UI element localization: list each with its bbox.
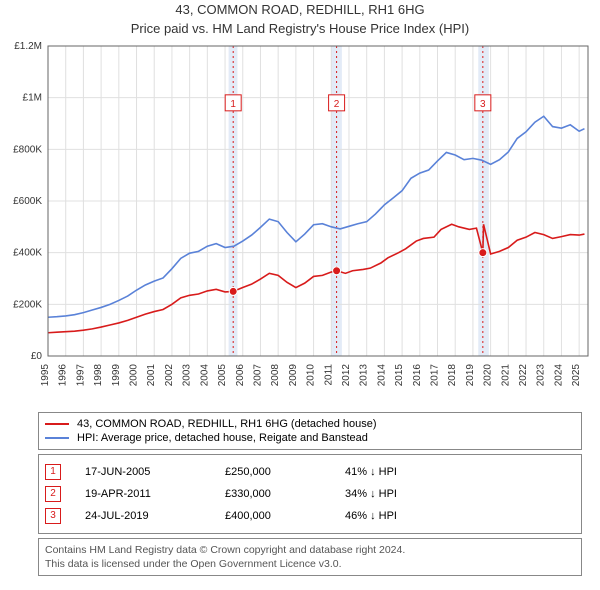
- event-note: 34% ↓ HPI: [345, 488, 575, 500]
- title-line-2: Price paid vs. HM Land Registry's House …: [0, 19, 600, 38]
- svg-text:2015: 2015: [394, 364, 405, 387]
- event-price: £400,000: [225, 510, 345, 522]
- svg-text:£1.2M: £1.2M: [14, 41, 42, 52]
- event-date: 17-JUN-2005: [85, 466, 225, 478]
- event-badge: 2: [45, 486, 61, 502]
- svg-text:2005: 2005: [217, 364, 228, 387]
- svg-text:£800K: £800K: [13, 144, 42, 155]
- svg-text:2001: 2001: [146, 364, 157, 387]
- svg-text:1997: 1997: [75, 364, 86, 387]
- svg-text:1995: 1995: [40, 364, 51, 387]
- line-chart: £0 £200K £400K £600K £800K £1M £1.2M 1995 1996 19…: [0, 38, 600, 408]
- legend-swatch-blue: [45, 437, 69, 439]
- svg-text:2025: 2025: [571, 364, 582, 387]
- svg-text:1: 1: [230, 99, 236, 110]
- svg-text:2016: 2016: [412, 364, 423, 387]
- svg-text:1996: 1996: [58, 364, 69, 387]
- svg-text:2006: 2006: [235, 364, 246, 387]
- legend-row-red: 43, COMMON ROAD, REDHILL, RH1 6HG (detac…: [45, 417, 575, 431]
- event-badge: 1: [45, 464, 61, 480]
- svg-text:1999: 1999: [111, 364, 122, 387]
- svg-text:1998: 1998: [93, 364, 104, 387]
- legend-label-blue: HPI: Average price, detached house, Reig…: [77, 432, 368, 444]
- svg-text:2002: 2002: [164, 364, 175, 387]
- footer-line-1: Contains HM Land Registry data © Crown c…: [45, 543, 575, 557]
- svg-text:2022: 2022: [518, 364, 529, 387]
- svg-text:2007: 2007: [252, 364, 263, 387]
- event-note: 46% ↓ HPI: [345, 510, 575, 522]
- svg-text:£200K: £200K: [13, 299, 42, 310]
- title-line-1: 43, COMMON ROAD, REDHILL, RH1 6HG: [0, 0, 600, 19]
- svg-text:2012: 2012: [341, 364, 352, 387]
- svg-text:2003: 2003: [182, 364, 193, 387]
- attribution: Contains HM Land Registry data © Crown c…: [38, 538, 582, 576]
- svg-text:2024: 2024: [553, 364, 564, 387]
- svg-text:2009: 2009: [288, 364, 299, 387]
- svg-text:2013: 2013: [359, 364, 370, 387]
- svg-text:2011: 2011: [323, 364, 334, 386]
- svg-text:2010: 2010: [306, 364, 317, 387]
- svg-text:£400K: £400K: [13, 248, 42, 259]
- event-note: 41% ↓ HPI: [345, 466, 575, 478]
- event-row: 3 24-JUL-2019£400,00046% ↓ HPI: [45, 505, 575, 527]
- event-price: £330,000: [225, 488, 345, 500]
- svg-text:£0: £0: [31, 351, 43, 362]
- svg-text:2000: 2000: [129, 364, 140, 387]
- legend-row-blue: HPI: Average price, detached house, Reig…: [45, 431, 575, 445]
- event-row: 2 19-APR-2011£330,00034% ↓ HPI: [45, 483, 575, 505]
- svg-text:2021: 2021: [500, 364, 511, 387]
- event-row: 1 17-JUN-2005£250,00041% ↓ HPI: [45, 461, 575, 483]
- svg-text:2017: 2017: [430, 364, 441, 387]
- footer-line-2: This data is licensed under the Open Gov…: [45, 557, 575, 571]
- svg-text:2008: 2008: [270, 364, 281, 387]
- event-date: 19-APR-2011: [85, 488, 225, 500]
- event-price: £250,000: [225, 466, 345, 478]
- event-date: 24-JUL-2019: [85, 510, 225, 522]
- events-table: 1 17-JUN-2005£250,00041% ↓ HPI 2 19-APR-201…: [38, 454, 582, 534]
- legend-label-red: 43, COMMON ROAD, REDHILL, RH1 6HG (detac…: [77, 418, 377, 430]
- svg-text:2: 2: [334, 99, 340, 110]
- legend: 43, COMMON ROAD, REDHILL, RH1 6HG (detac…: [38, 412, 582, 450]
- event-badge: 3: [45, 508, 61, 524]
- legend-swatch-red: [45, 423, 69, 425]
- svg-text:2020: 2020: [483, 364, 494, 387]
- svg-text:2023: 2023: [536, 364, 547, 387]
- svg-text:2004: 2004: [199, 364, 210, 387]
- svg-text:2018: 2018: [447, 364, 458, 387]
- svg-text:2019: 2019: [465, 364, 476, 387]
- svg-text:£1M: £1M: [23, 93, 42, 104]
- svg-text:£600K: £600K: [13, 196, 42, 207]
- svg-text:2014: 2014: [376, 364, 387, 387]
- chart-container: 43, COMMON ROAD, REDHILL, RH1 6HG Price …: [0, 0, 600, 576]
- svg-text:3: 3: [480, 99, 486, 110]
